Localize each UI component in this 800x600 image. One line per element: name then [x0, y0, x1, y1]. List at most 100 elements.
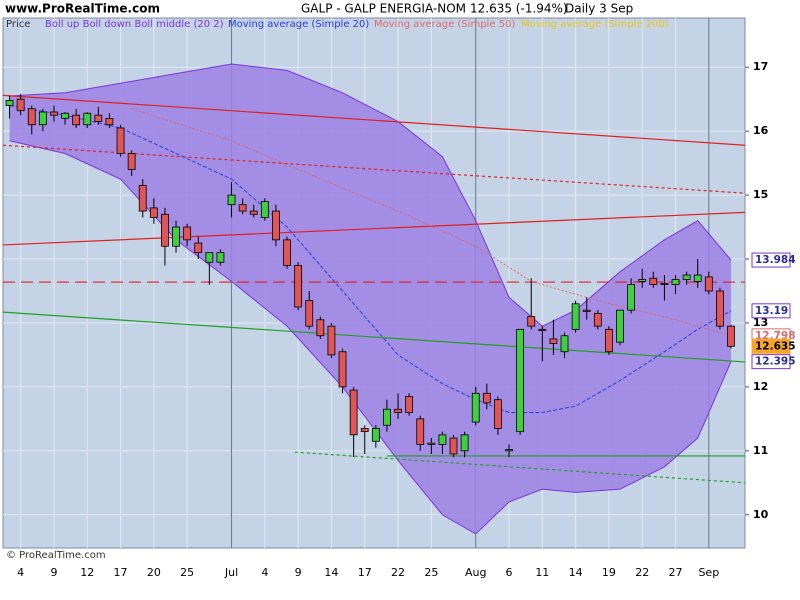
- value-label: 13.19: [755, 305, 788, 317]
- plot: [3, 63, 745, 535]
- labels: 10 11 12 13 14 15 16 17 4 9 12 17 20 25 Jul 4 9 14 17 22 25 A…: [6, 19, 796, 579]
- x-tick-label: 17: [114, 566, 128, 579]
- x-tick-label: 22: [635, 566, 649, 579]
- candle-body: [116, 127, 125, 154]
- candle-body: [249, 210, 258, 215]
- trend-line: [3, 311, 745, 363]
- candle-body: [94, 114, 103, 122]
- x-tick-label: 9: [50, 566, 57, 579]
- candle-body: [194, 242, 203, 254]
- candle-body: [693, 274, 702, 282]
- value-label: 13.984: [755, 254, 796, 266]
- x-tick-label: 22: [391, 566, 405, 579]
- candle-body: [27, 108, 36, 126]
- x-tick-label: 17: [358, 566, 372, 579]
- value-label: 12.635: [755, 340, 796, 352]
- candle-body: [383, 408, 391, 426]
- y-tick-label: 17: [753, 60, 768, 73]
- candle-body: [216, 252, 225, 263]
- value-label-box: [751, 252, 791, 268]
- candle-body: [538, 328, 547, 332]
- bollinger-upper: [9, 63, 732, 327]
- y-tick-label: 12: [753, 380, 768, 393]
- x-tick-label: 14: [324, 566, 338, 579]
- candle-body: [149, 207, 158, 218]
- y-tick-label: 16: [753, 124, 769, 137]
- candle-body: [438, 434, 447, 445]
- candle-body: [61, 112, 69, 119]
- candle-body: [183, 226, 192, 241]
- candle-body: [560, 335, 569, 353]
- x-tick-label: 12: [80, 566, 94, 579]
- candle-body: [460, 434, 469, 452]
- trend-line: [3, 211, 745, 246]
- y-tick-label: 11: [753, 444, 768, 457]
- candle-body: [593, 312, 602, 327]
- candle-body: [238, 204, 247, 212]
- site[interactable]: www.ProRealTime.com: [5, 2, 160, 16]
- candle-body: [38, 111, 47, 126]
- candle-body: [260, 201, 269, 218]
- candle-body: [371, 428, 380, 442]
- x-tick-label: 19: [602, 566, 616, 579]
- candle-body: [527, 316, 536, 327]
- x-tick-label: 14: [569, 566, 583, 579]
- candle-body: [283, 239, 291, 266]
- trend-line: [3, 94, 745, 146]
- candle-body: [50, 111, 58, 116]
- value-label-box: [751, 303, 791, 319]
- candle-body: [349, 389, 358, 436]
- candle-body: [582, 309, 591, 312]
- candle-body: [205, 252, 214, 263]
- candle-body: [516, 328, 525, 433]
- bollinger-band-fill: [9, 64, 732, 534]
- x-tick-label: 4: [17, 566, 24, 579]
- candle-body: [494, 399, 502, 429]
- candle-body: [161, 213, 169, 247]
- legend-entry: Moving average (Simple 200): [521, 19, 669, 30]
- legend-entry: Price: [6, 19, 30, 30]
- candle-body: [704, 276, 713, 292]
- candle-body: [449, 437, 458, 455]
- candle-body: [671, 279, 680, 285]
- y-tick-label: 10: [753, 508, 769, 521]
- candle-body: [716, 290, 724, 327]
- candle-body: [172, 226, 180, 247]
- candle-body: [72, 114, 81, 126]
- bollinger-lower: [9, 140, 732, 535]
- x-tick-label: 9: [295, 566, 302, 579]
- x-tick-label: 20: [147, 566, 161, 579]
- x-tick-label: Aug: [465, 566, 486, 579]
- value-label-box: [751, 338, 791, 354]
- candle-body: [727, 325, 735, 347]
- candle-body: [571, 303, 580, 330]
- candle-body: [127, 153, 136, 170]
- candle-body: [294, 265, 303, 308]
- candle-body: [505, 449, 513, 452]
- candle-body: [649, 277, 658, 285]
- candle-body: [83, 112, 92, 126]
- moving-average: [131, 108, 732, 337]
- candle-body: [660, 282, 669, 285]
- candle-body: [605, 328, 613, 353]
- candle-body: [616, 309, 624, 343]
- y-tick-label: 13: [753, 316, 768, 329]
- candle-body: [360, 428, 369, 433]
- x-tick-label: 25: [180, 566, 194, 579]
- candle-body: [482, 392, 491, 404]
- candle-body: [105, 117, 114, 126]
- candle-body: [405, 396, 414, 413]
- instrument-title: GALP - GALP ENERGIA-NOM: [301, 2, 466, 16]
- candle-body: [638, 279, 647, 282]
- x-tick-label: 6: [506, 566, 513, 579]
- candle-body: [549, 338, 558, 344]
- period: Daily 3 Sep: [565, 2, 633, 16]
- value-label-box: [751, 354, 791, 370]
- candle-body: [338, 351, 347, 388]
- candle-body: [227, 194, 236, 206]
- x-tick-label: 25: [424, 566, 438, 579]
- moving-average: [9, 105, 732, 413]
- candle-body: [5, 100, 14, 106]
